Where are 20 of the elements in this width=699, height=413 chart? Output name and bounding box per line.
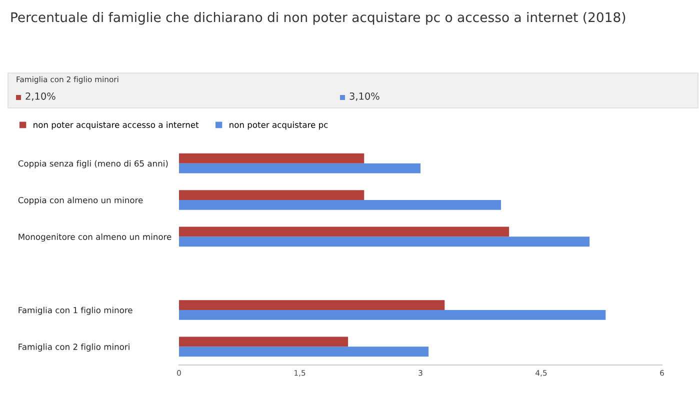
bar <box>179 153 364 164</box>
bar <box>179 346 429 357</box>
text: 2,10% <box>26 92 56 101</box>
bar <box>179 310 606 320</box>
y-tick-label: Famiglia con 2 figlio minori <box>18 344 130 352</box>
y-tick-label: Coppia con almeno un minore <box>18 196 143 205</box>
legend-label: non poter acquistare pc <box>230 122 328 130</box>
y-tick-label: Coppia senza figli (meno di 65 anni) <box>18 160 168 168</box>
chart-title: Percentuale di famiglie che dichiarano di non poter acquistare pc o accesso a internet (2018) <box>11 12 626 25</box>
legend-label: non poter acquistare accesso a internet <box>34 122 199 130</box>
bar <box>179 300 445 310</box>
text: 3,10% <box>350 92 380 101</box>
bar <box>179 190 364 200</box>
bar <box>179 336 348 347</box>
y-tick-label: Monogenitore con almeno un minore <box>18 234 172 242</box>
bar <box>179 236 590 247</box>
bar <box>179 163 420 174</box>
bar <box>179 226 510 237</box>
y-tick-label: Famiglia con 1 figlio minore <box>18 306 132 315</box>
bar <box>179 200 501 210</box>
